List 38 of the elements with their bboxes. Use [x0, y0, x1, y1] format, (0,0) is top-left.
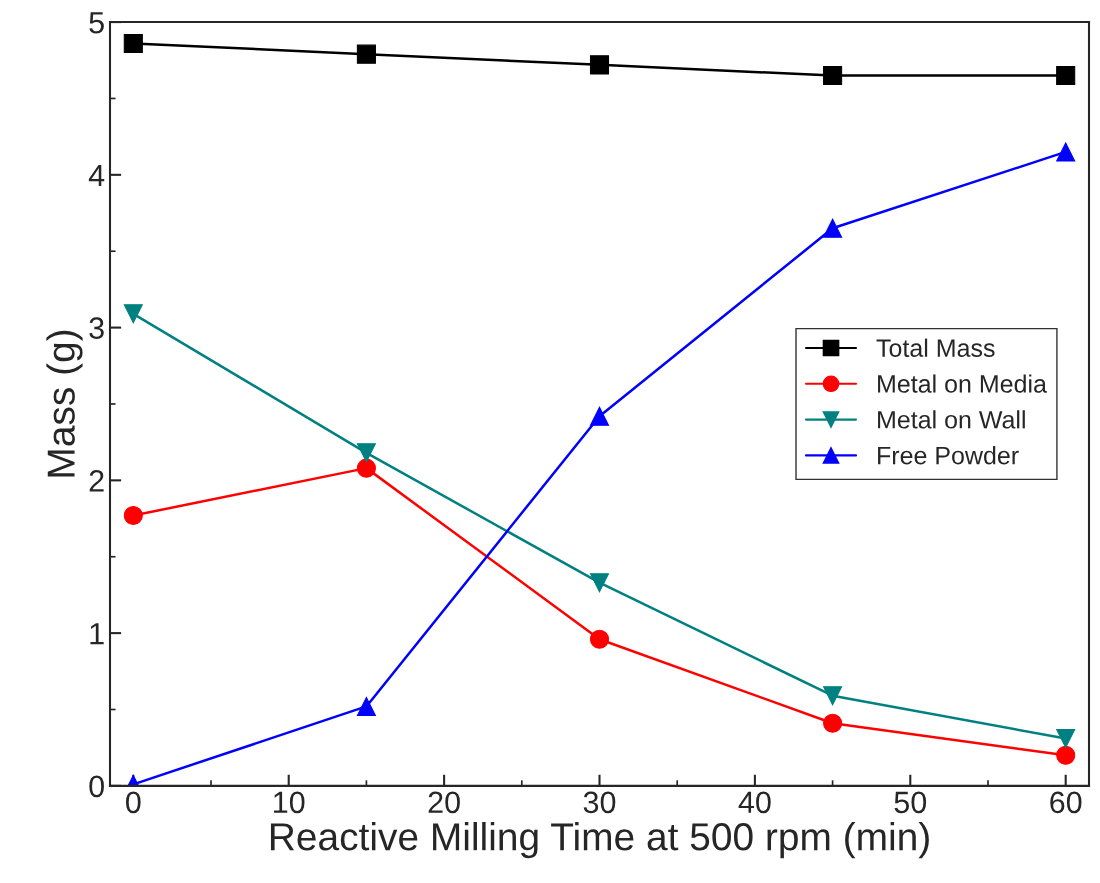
x-tick-label: 10 — [274, 791, 305, 814]
point — [823, 65, 843, 86]
x-tick-label: 0 — [126, 791, 141, 814]
y-axis-title: Mass (g) — [46, 330, 83, 477]
point — [356, 443, 376, 463]
point — [589, 573, 610, 593]
point — [123, 33, 143, 54]
x-axis-title: Reactive Milling Time at 500 rpm (min) — [270, 821, 929, 859]
x-tick-label: 50 — [894, 791, 927, 814]
x-tick-label: 60 — [1050, 791, 1082, 814]
y-tick-label: 1 — [90, 623, 104, 645]
y-tick-label: 5 — [89, 12, 104, 34]
legend-label: Free Powder — [878, 446, 1019, 465]
x-tick-label: 30 — [583, 791, 616, 814]
point — [356, 696, 376, 716]
point — [1056, 65, 1076, 86]
point — [589, 406, 610, 426]
y-tick-label: 0 — [89, 775, 104, 798]
point — [823, 218, 843, 238]
point — [123, 505, 143, 526]
point — [589, 629, 610, 649]
point — [356, 458, 376, 478]
point — [1056, 728, 1076, 749]
point — [1056, 745, 1076, 765]
point — [123, 304, 143, 324]
point — [1056, 142, 1076, 162]
x-tick-label: 40 — [738, 791, 771, 814]
legend-label: Metal on Wall — [878, 410, 1025, 429]
legend-label: Total Mass — [876, 338, 995, 357]
point — [823, 713, 843, 733]
y-tick-label: 3 — [89, 317, 104, 339]
x-tick-label: 20 — [428, 791, 460, 814]
point — [823, 686, 843, 706]
legend-label: Metal on Media — [878, 374, 1047, 393]
point — [589, 55, 610, 75]
y-tick-label: 2 — [89, 470, 104, 492]
y-tick-label: 4 — [88, 164, 105, 186]
point — [356, 44, 376, 64]
